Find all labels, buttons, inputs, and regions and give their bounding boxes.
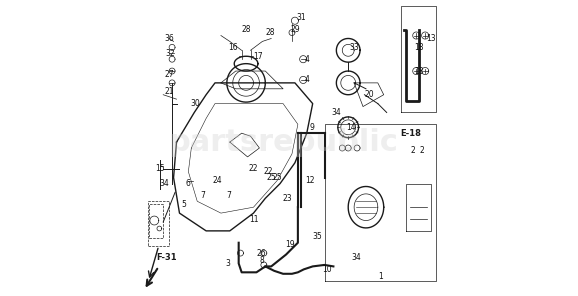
- Text: 32: 32: [166, 49, 175, 58]
- Text: 22: 22: [264, 167, 273, 176]
- Text: 15: 15: [155, 164, 165, 173]
- Text: 31: 31: [296, 13, 306, 22]
- Text: 23: 23: [283, 194, 292, 203]
- Text: 1: 1: [379, 272, 383, 281]
- Text: 9: 9: [310, 123, 314, 132]
- Text: 7: 7: [201, 191, 206, 200]
- Text: 4: 4: [305, 55, 309, 64]
- Text: partsrepublic: partsrepublic: [168, 128, 398, 157]
- Text: 34: 34: [159, 179, 169, 188]
- Text: 13: 13: [426, 34, 436, 43]
- Text: 35: 35: [312, 232, 322, 241]
- Text: 34: 34: [351, 253, 361, 262]
- Text: 18: 18: [414, 43, 424, 52]
- Text: 33: 33: [350, 43, 360, 52]
- Text: 7: 7: [226, 191, 231, 200]
- Text: F-31: F-31: [156, 253, 176, 262]
- Text: 10: 10: [323, 265, 332, 274]
- Text: 21: 21: [164, 87, 174, 96]
- Text: 24: 24: [213, 176, 222, 185]
- Text: 12: 12: [305, 176, 314, 185]
- Text: 17: 17: [253, 52, 263, 61]
- Text: 14: 14: [346, 123, 356, 132]
- Text: 6: 6: [186, 179, 191, 188]
- Text: 25: 25: [266, 173, 276, 182]
- Text: 4: 4: [305, 75, 309, 84]
- Text: 3: 3: [226, 259, 231, 268]
- Text: 27: 27: [164, 70, 174, 78]
- Text: 34: 34: [332, 108, 341, 117]
- Text: 25: 25: [272, 173, 282, 182]
- Text: 36: 36: [164, 34, 174, 43]
- Text: 11: 11: [249, 215, 258, 223]
- Text: 8: 8: [260, 256, 265, 265]
- Text: 22: 22: [249, 164, 258, 173]
- Text: 29: 29: [290, 25, 300, 34]
- Text: 28: 28: [265, 28, 275, 37]
- Text: 2: 2: [411, 147, 416, 155]
- Text: 19: 19: [286, 240, 295, 249]
- Text: 28: 28: [242, 25, 251, 34]
- Text: 5: 5: [181, 200, 186, 209]
- Text: 16: 16: [228, 43, 238, 52]
- Text: 30: 30: [191, 99, 201, 108]
- Text: 2: 2: [420, 147, 425, 155]
- Text: E-18: E-18: [400, 129, 421, 138]
- Text: 20: 20: [364, 90, 374, 99]
- Text: 18: 18: [414, 67, 424, 75]
- Text: 26: 26: [256, 249, 266, 258]
